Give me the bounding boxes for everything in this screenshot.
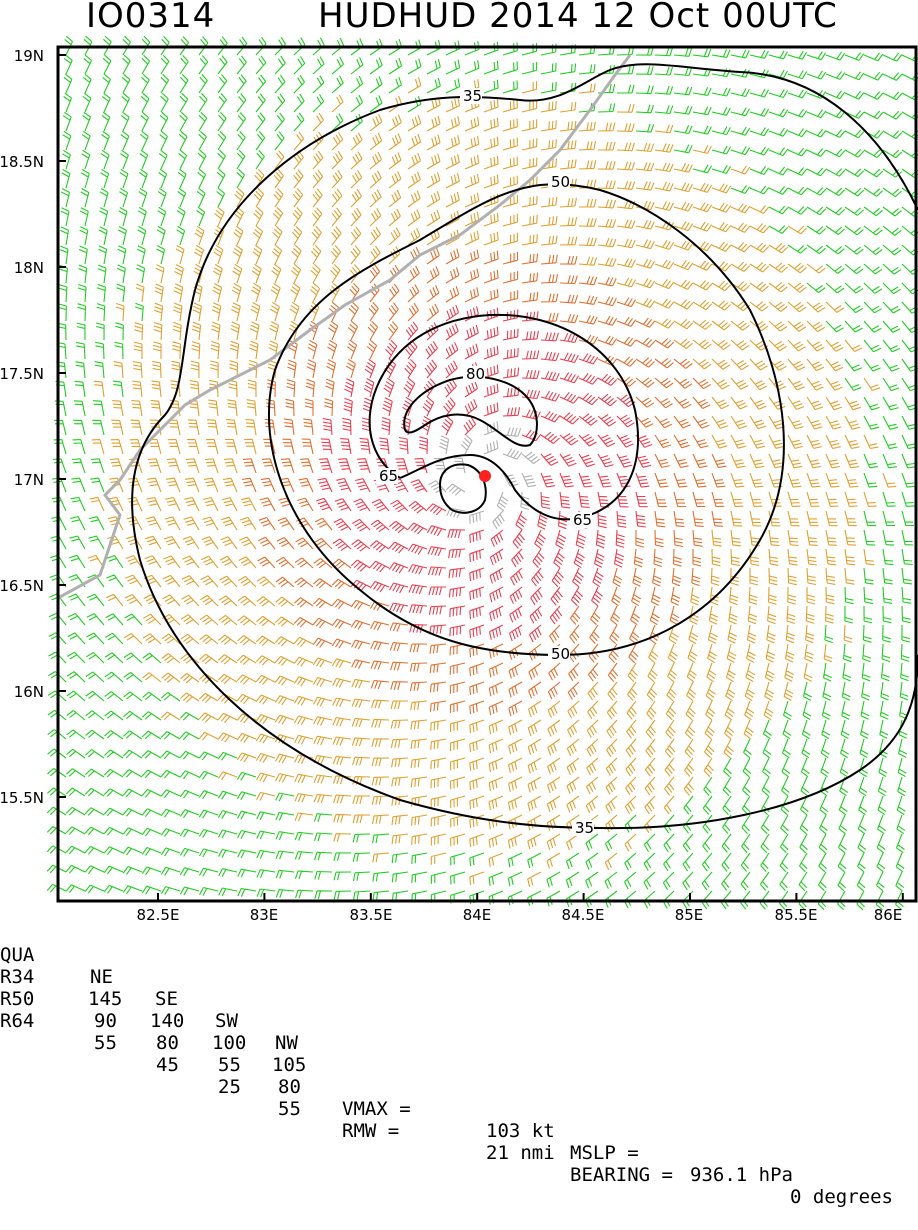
- rmw-label: RMW =: [342, 1120, 400, 1142]
- contour-eye: [439, 463, 487, 514]
- stats-cell: 55: [218, 1054, 241, 1076]
- mslp-value: 936.1 hPa: [690, 1164, 793, 1186]
- stats-cell: R64: [0, 1010, 35, 1032]
- stats-cell: 140: [150, 1010, 185, 1032]
- lat-tick-label: 16N: [13, 683, 44, 701]
- lat-tick-label: 16.5N: [0, 577, 44, 595]
- rmw-value: 21 nmi: [486, 1142, 555, 1164]
- bearing-value: 0 degrees: [790, 1186, 893, 1208]
- map-frame: [56, 45, 918, 903]
- contour-label: 35: [575, 819, 594, 837]
- stats-cell: 25: [218, 1076, 241, 1098]
- lat-tick-label: 18.5N: [0, 153, 44, 171]
- stats-cell: 55: [94, 1032, 117, 1054]
- wind-barb-group: [316, 304, 653, 643]
- lon-tick-label: 83E: [249, 906, 279, 924]
- isotach-contours: [131, 63, 918, 830]
- contour-label: 50: [551, 645, 570, 663]
- stats-cell: 100: [212, 1032, 247, 1054]
- lon-tick-label: 86E: [873, 906, 903, 924]
- coastline: [57, 54, 632, 600]
- contour-65: [368, 313, 639, 521]
- stats-cell: R34: [0, 966, 35, 988]
- lat-tick-label: 17.5N: [0, 365, 44, 383]
- stats-cell: NW: [275, 1032, 298, 1054]
- bearing-label: BEARING =: [570, 1164, 673, 1186]
- storm-center-marker: [479, 470, 491, 482]
- vmax-label: VMAX =: [342, 1098, 411, 1120]
- contour-label: 80: [466, 365, 485, 383]
- stats-cell: SW: [215, 1010, 238, 1032]
- wind-barbs: [46, 35, 918, 911]
- lat-tick-label: 17N: [13, 471, 44, 489]
- lat-tick-label: 15.5N: [0, 789, 44, 807]
- stats-cell: NE: [90, 966, 113, 988]
- mslp-label: MSLP =: [570, 1142, 639, 1164]
- contour-80: [403, 375, 538, 447]
- wind-field-map: 35 50 65 80 65 50 35: [46, 35, 918, 911]
- stats-cell: 80: [156, 1032, 179, 1054]
- stats-cell: 80: [278, 1076, 301, 1098]
- lat-tick-label: 18N: [13, 259, 44, 277]
- lon-tick-label: 85.5E: [774, 906, 818, 924]
- contour-50: [268, 183, 785, 657]
- storm-title: HUDHUD 2014 12 Oct 00UTC: [318, 0, 838, 36]
- lon-tick-label: 82.5E: [136, 906, 180, 924]
- r64-row: R64 55 45 25 55 RMW = 21 nmi BEARING = 0…: [0, 988, 893, 1230]
- vmax-value: 103 kt: [486, 1120, 555, 1142]
- lon-tick-label: 84E: [462, 906, 492, 924]
- lon-tick-label: 85E: [674, 906, 704, 924]
- storm-id-title: IO0314: [86, 0, 216, 36]
- stats-cell: 105: [272, 1054, 307, 1076]
- lon-tick-label: 84.5E: [561, 906, 605, 924]
- stats-cell: SE: [155, 988, 178, 1010]
- contour-label: 65: [573, 511, 592, 529]
- wind-barb-group: [87, 77, 897, 888]
- contour-label: 50: [551, 173, 570, 191]
- stats-cell: 55: [278, 1098, 301, 1120]
- stats-cell: 145: [88, 988, 123, 1010]
- contour-label: 35: [463, 87, 482, 105]
- lon-tick-label: 83.5E: [349, 906, 393, 924]
- lat-tick-label: 19N: [13, 47, 44, 65]
- stats-cell: QUA: [0, 944, 35, 966]
- wind-barb-group: [428, 421, 541, 530]
- stats-cell: R50: [0, 988, 35, 1010]
- contour-35: [131, 63, 918, 830]
- stats-cell: 90: [94, 1010, 117, 1032]
- contour-label: 65: [379, 467, 398, 485]
- stats-cell: 45: [156, 1054, 179, 1076]
